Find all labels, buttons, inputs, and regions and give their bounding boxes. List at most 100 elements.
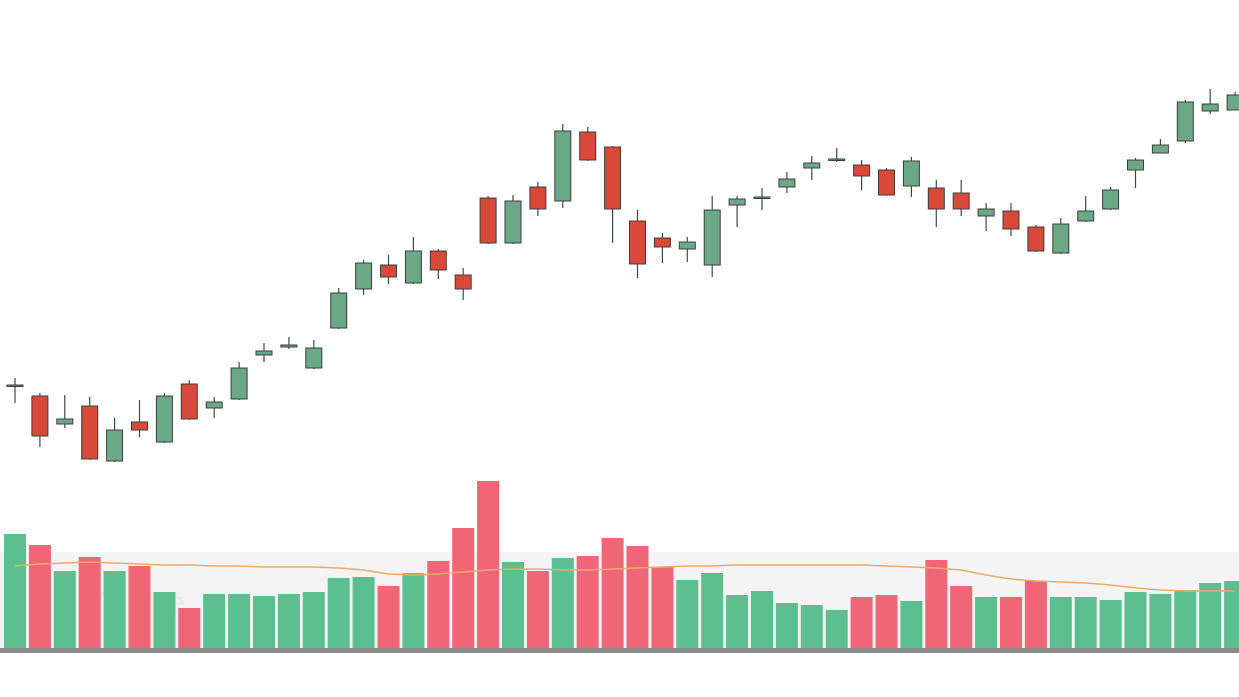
volume-bar [1199, 583, 1222, 648]
volume-bar [452, 528, 475, 648]
candle-body [106, 429, 124, 462]
volume-bar [825, 610, 848, 648]
candle-body [454, 274, 472, 290]
candle-body [653, 237, 671, 248]
candle-body [6, 384, 24, 387]
volume-bar [676, 580, 699, 648]
candle-body [230, 367, 248, 400]
volume-bar [726, 595, 749, 648]
candle-body [1151, 144, 1169, 154]
candle-body [1077, 210, 1095, 222]
candle-body [629, 220, 646, 265]
volume-bar [402, 573, 425, 648]
candle-body [131, 421, 148, 431]
candle-body [355, 262, 373, 290]
volume-bar [352, 577, 375, 648]
volume-bar [526, 571, 549, 648]
candle-body [952, 192, 970, 210]
volume-bar [626, 546, 649, 648]
candle-body [330, 292, 348, 329]
candle-body [579, 131, 597, 161]
candle-body [1127, 159, 1144, 171]
volume-bar [477, 481, 500, 648]
candle-body [479, 197, 497, 244]
volume-bar [128, 566, 151, 648]
volume-bar [53, 571, 76, 648]
volume-bar [800, 605, 823, 648]
candle-body [305, 347, 323, 369]
volume-bar [950, 586, 973, 648]
candle-body [977, 208, 995, 217]
volume-bar [502, 562, 524, 648]
volume-bar [78, 557, 101, 648]
volume-bar [277, 594, 300, 648]
volume-bar [228, 594, 251, 648]
candle-body [778, 178, 796, 188]
candle-body [1176, 101, 1194, 142]
candle-body [205, 401, 223, 409]
candle-body [81, 405, 99, 460]
candle-body [155, 395, 173, 443]
candle-body [31, 395, 49, 437]
volume-bar [925, 560, 948, 648]
candle-body [255, 350, 273, 356]
volume-bar [1224, 581, 1239, 648]
candle-layer [6, 89, 1239, 462]
volume-bar [1174, 590, 1197, 648]
candle-body [902, 160, 920, 187]
candle-body [529, 186, 547, 210]
volume-bar [302, 592, 325, 648]
moving-average-line [14, 561, 1236, 592]
volume-bar [850, 597, 873, 648]
candle-body [56, 418, 74, 425]
candle-body [1226, 94, 1239, 111]
volume-bar [875, 595, 898, 648]
candle-body [703, 209, 721, 266]
volume-layer [4, 481, 1239, 648]
volume-bar [751, 591, 773, 648]
candle-body [828, 158, 846, 161]
candle-body [280, 344, 298, 348]
volume-bar [28, 545, 51, 648]
candle-body [878, 169, 895, 196]
candle-body [1052, 223, 1070, 254]
volume-bar [1074, 597, 1097, 648]
volume-bar [576, 556, 599, 648]
volume-bar [1124, 592, 1147, 648]
candle-body [853, 164, 871, 177]
volume-bar [103, 571, 126, 648]
candle-body [753, 196, 771, 199]
candle-body [1002, 210, 1020, 230]
candle-body [678, 241, 696, 250]
volume-bar [1149, 594, 1172, 648]
candle-body [604, 146, 622, 210]
volume-bar [900, 601, 923, 648]
candle-body [927, 187, 945, 210]
candle-body [728, 198, 746, 206]
candle-body [504, 200, 522, 244]
volume-bar [427, 561, 450, 648]
candle-body [380, 264, 397, 278]
x-axis-line [0, 648, 1239, 653]
volume-bar [327, 578, 350, 648]
volume-bar [4, 534, 26, 648]
volume-bar [975, 597, 998, 648]
candle-body [803, 162, 821, 169]
volume-bar [1024, 581, 1047, 648]
volume-bar [1000, 597, 1022, 648]
candle-body [429, 250, 447, 271]
candle-body [554, 130, 572, 202]
volume-bar [203, 594, 226, 648]
volume-bar [701, 573, 724, 648]
volume-bar [651, 567, 674, 648]
volume-bar [1049, 597, 1072, 648]
candle-body [1102, 189, 1120, 210]
candle-body [1027, 226, 1045, 252]
volume-bar [601, 538, 624, 648]
volume-bar [153, 592, 176, 648]
volume-bar [1099, 600, 1122, 648]
candle-body [180, 383, 198, 420]
volume-bar [377, 586, 400, 648]
volume-bar [775, 603, 798, 648]
